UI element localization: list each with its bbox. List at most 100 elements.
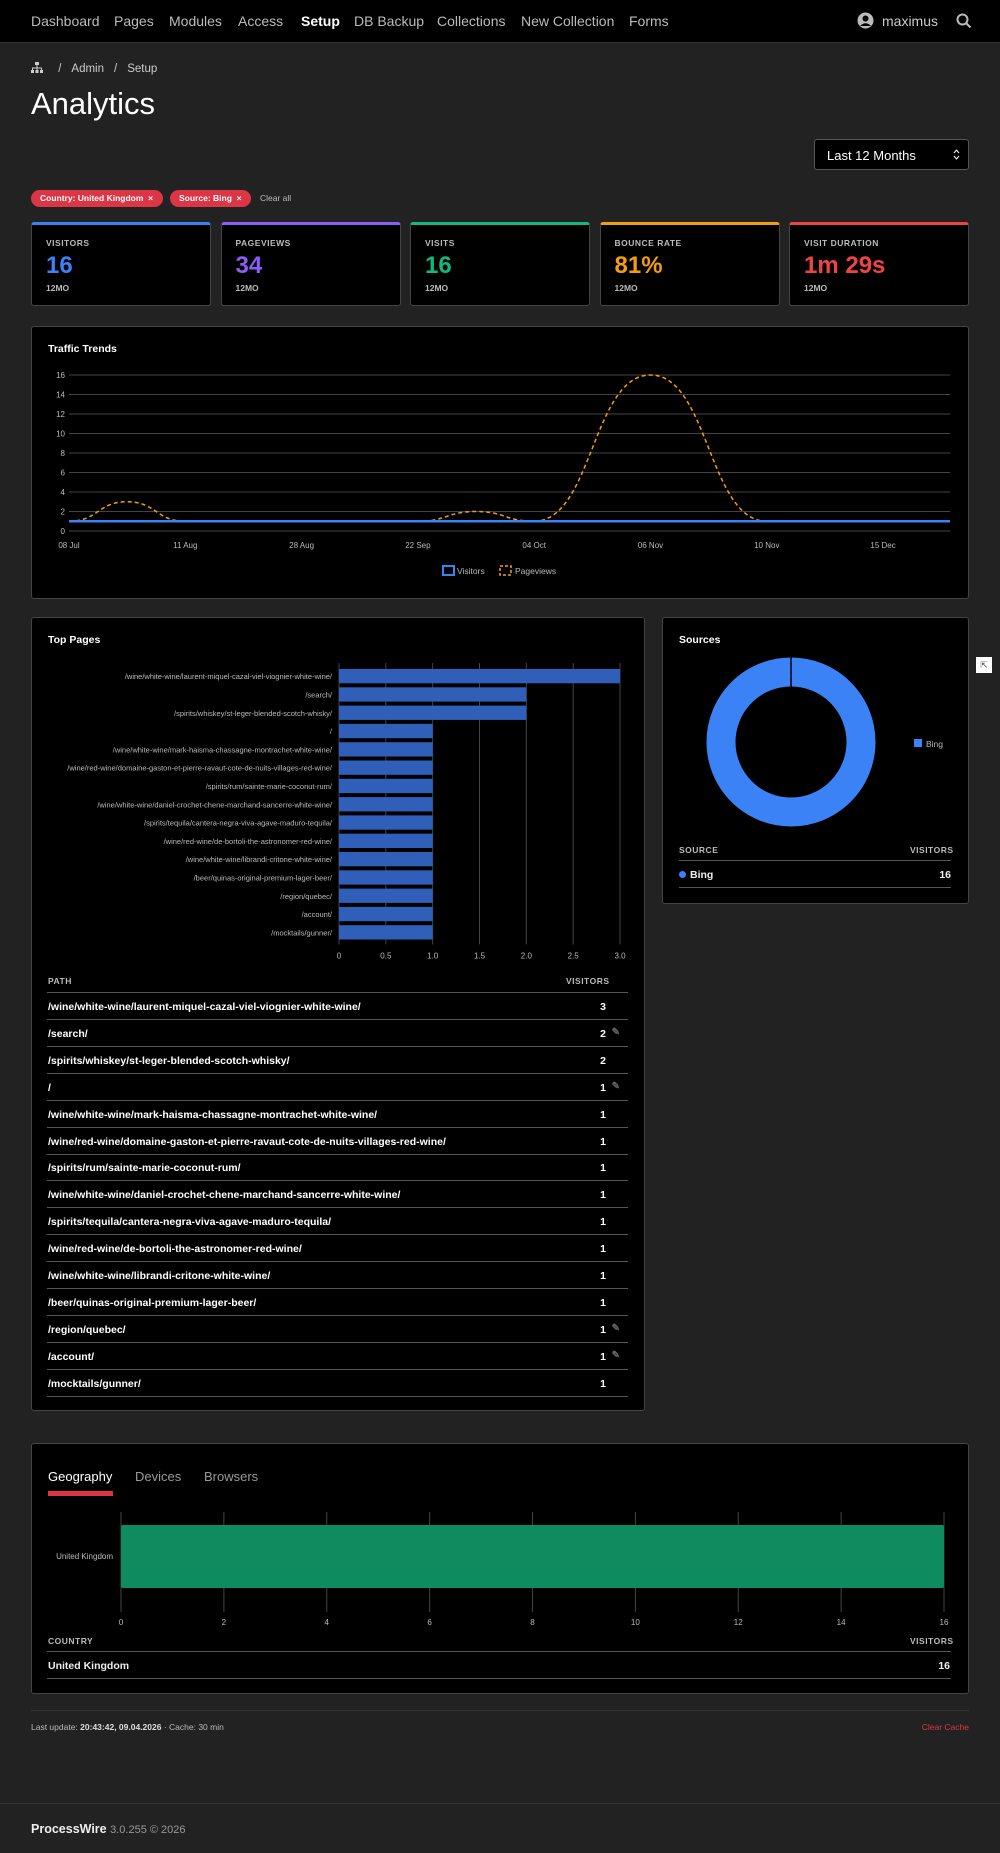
- bar[interactable]: [339, 669, 620, 684]
- user-icon[interactable]: [857, 12, 874, 29]
- tab-devices[interactable]: Devices: [135, 1469, 182, 1484]
- page-path[interactable]: /account/: [48, 1350, 95, 1363]
- user-name[interactable]: maximus: [882, 13, 939, 29]
- breadcrumb-admin[interactable]: Admin: [71, 63, 105, 75]
- collapse-icon[interactable]: ⇱: [976, 657, 992, 673]
- y-tick-label: 16: [56, 371, 65, 380]
- table-row[interactable]: /wine/white-wine/laurent-miquel-cazal-vi…: [47, 993, 628, 1020]
- bar[interactable]: [339, 888, 433, 903]
- remove-filter-icon[interactable]: ×: [145, 193, 154, 203]
- nav-db-backup[interactable]: DB Backup: [354, 13, 425, 29]
- edit-icon[interactable]: ✎: [611, 1322, 620, 1334]
- page-path[interactable]: /region/quebec/: [48, 1323, 126, 1336]
- page-visitors: 1: [600, 1135, 606, 1148]
- donut-slice[interactable]: [706, 657, 876, 827]
- page-path[interactable]: /wine/white-wine/mark-haisma-chassagne-m…: [48, 1108, 378, 1121]
- bar[interactable]: [339, 723, 433, 739]
- nav-pages[interactable]: Pages: [114, 13, 154, 29]
- bar[interactable]: [339, 778, 433, 794]
- table-row[interactable]: /spirits/whiskey/st-leger-blended-scotch…: [47, 1047, 628, 1074]
- table-row[interactable]: /wine/white-wine/daniel-crochet-chene-ma…: [47, 1181, 628, 1209]
- legend-visitors-swatch[interactable]: [442, 565, 455, 576]
- breadcrumb-setup[interactable]: Setup: [127, 63, 158, 75]
- stat-value: 1m 29s: [804, 252, 886, 279]
- bar[interactable]: [339, 852, 433, 867]
- period-select[interactable]: Last 12 Months: [814, 139, 969, 170]
- legend-bing[interactable]: Bing: [926, 739, 943, 749]
- nav-access[interactable]: Access: [238, 13, 284, 29]
- country-name: United Kingdom: [48, 1660, 130, 1672]
- legend-visitors[interactable]: Visitors: [457, 566, 485, 576]
- legend-bing-swatch[interactable]: [914, 739, 922, 747]
- bar[interactable]: [339, 705, 527, 720]
- bar[interactable]: [339, 833, 433, 848]
- page-path[interactable]: /mocktails/gunner/: [48, 1377, 141, 1390]
- edit-icon[interactable]: ✎: [611, 1349, 620, 1361]
- page-visitors: 1: [600, 1323, 606, 1336]
- filter-source-pill[interactable]: Source: Bing ×: [170, 190, 251, 207]
- y-tick-label: 2: [61, 508, 66, 517]
- table-row[interactable]: /wine/red-wine/de-bortoli-the-astronomer…: [47, 1235, 628, 1263]
- page-path[interactable]: /beer/quinas-original-premium-lager-beer…: [48, 1296, 257, 1309]
- nav-new-collection[interactable]: New Collection: [521, 13, 615, 29]
- table-row[interactable]: /search/2 ✎: [47, 1020, 628, 1047]
- y-tick-label: 14: [56, 391, 65, 400]
- table-row[interactable]: / 1 ✎: [47, 1074, 628, 1101]
- page-path[interactable]: /wine/red-wine/domaine-gaston-et-pierre-…: [48, 1135, 446, 1148]
- page-path[interactable]: /search/: [48, 1027, 88, 1040]
- table-row[interactable]: /wine/white-wine/librandi-critone-white-…: [47, 1262, 628, 1289]
- x-tick-label: 6: [427, 1618, 432, 1625]
- legend-pageviews-swatch[interactable]: [499, 565, 512, 576]
- page-path[interactable]: /wine/red-wine/de-bortoli-the-astronomer…: [48, 1243, 302, 1256]
- page-path[interactable]: /wine/white-wine/daniel-crochet-chene-ma…: [48, 1189, 401, 1202]
- bar[interactable]: [339, 925, 433, 940]
- nav-setup[interactable]: Setup: [301, 13, 340, 29]
- page-path[interactable]: /spirits/rum/sainte-marie-coconut-rum/: [48, 1162, 241, 1175]
- table-row[interactable]: /wine/white-wine/mark-haisma-chassagne-m…: [47, 1101, 628, 1128]
- page-path[interactable]: /wine/white-wine/laurent-miquel-cazal-vi…: [48, 1001, 361, 1013]
- bar[interactable]: [339, 687, 527, 702]
- bar[interactable]: [121, 1525, 944, 1588]
- x-tick-label: 10: [631, 1618, 640, 1625]
- clear-cache-link[interactable]: Clear Cache: [921, 1722, 969, 1732]
- stat-period: 12MO: [804, 283, 828, 293]
- page-path[interactable]: /: [48, 1081, 51, 1094]
- tab-browsers[interactable]: Browsers: [204, 1469, 259, 1484]
- table-row[interactable]: /wine/red-wine/domaine-gaston-et-pierre-…: [47, 1128, 628, 1155]
- nav-modules[interactable]: Modules: [169, 13, 222, 29]
- bar[interactable]: [339, 815, 433, 830]
- x-tick-label: 2: [222, 1618, 227, 1625]
- tab-geography[interactable]: Geography: [48, 1469, 113, 1484]
- bar[interactable]: [339, 742, 433, 757]
- page-path[interactable]: /spirits/tequila/cantera-negra-viva-agav…: [48, 1216, 331, 1229]
- table-row[interactable]: /spirits/rum/sainte-marie-coconut-rum/1: [47, 1154, 628, 1182]
- x-tick-label: 28 Aug: [289, 541, 314, 550]
- country-row[interactable]: United Kingdom 16: [47, 1652, 951, 1679]
- bar[interactable]: [339, 870, 433, 885]
- search-icon[interactable]: [956, 13, 972, 29]
- table-row[interactable]: /mocktails/gunner/1: [47, 1370, 628, 1397]
- page-path[interactable]: /wine/white-wine/librandi-critone-white-…: [48, 1270, 271, 1282]
- legend-pageviews[interactable]: Pageviews: [515, 566, 556, 576]
- source-row[interactable]: Bing 16: [679, 861, 951, 888]
- bar[interactable]: [339, 797, 433, 812]
- table-row[interactable]: /account/1 ✎: [47, 1343, 628, 1370]
- table-row[interactable]: /region/quebec/1 ✎: [47, 1316, 628, 1343]
- filter-country-pill[interactable]: Country: United Kingdom ×: [31, 190, 163, 207]
- nav-dashboard[interactable]: Dashboard: [31, 13, 100, 29]
- bar[interactable]: [339, 760, 433, 775]
- remove-filter-icon[interactable]: ×: [234, 193, 242, 203]
- page-path[interactable]: /spirits/whiskey/st-leger-blended-scotch…: [48, 1054, 290, 1067]
- bar-label: /region/quebec/: [280, 892, 333, 901]
- bar[interactable]: [339, 906, 433, 922]
- nav-forms[interactable]: Forms: [629, 13, 669, 29]
- sitemap-icon[interactable]: [31, 62, 43, 73]
- nav-collections[interactable]: Collections: [437, 13, 506, 29]
- edit-icon[interactable]: ✎: [611, 1026, 620, 1038]
- table-row[interactable]: /spirits/tequila/cantera-negra-viva-agav…: [47, 1208, 628, 1236]
- x-tick-label: 3.0: [614, 952, 626, 961]
- bar-label: /wine/white-wine/librandi-critone-white-…: [186, 855, 333, 864]
- table-row[interactable]: /beer/quinas-original-premium-lager-beer…: [47, 1289, 628, 1316]
- clear-all-link[interactable]: Clear all: [260, 193, 292, 203]
- edit-icon[interactable]: ✎: [611, 1080, 620, 1092]
